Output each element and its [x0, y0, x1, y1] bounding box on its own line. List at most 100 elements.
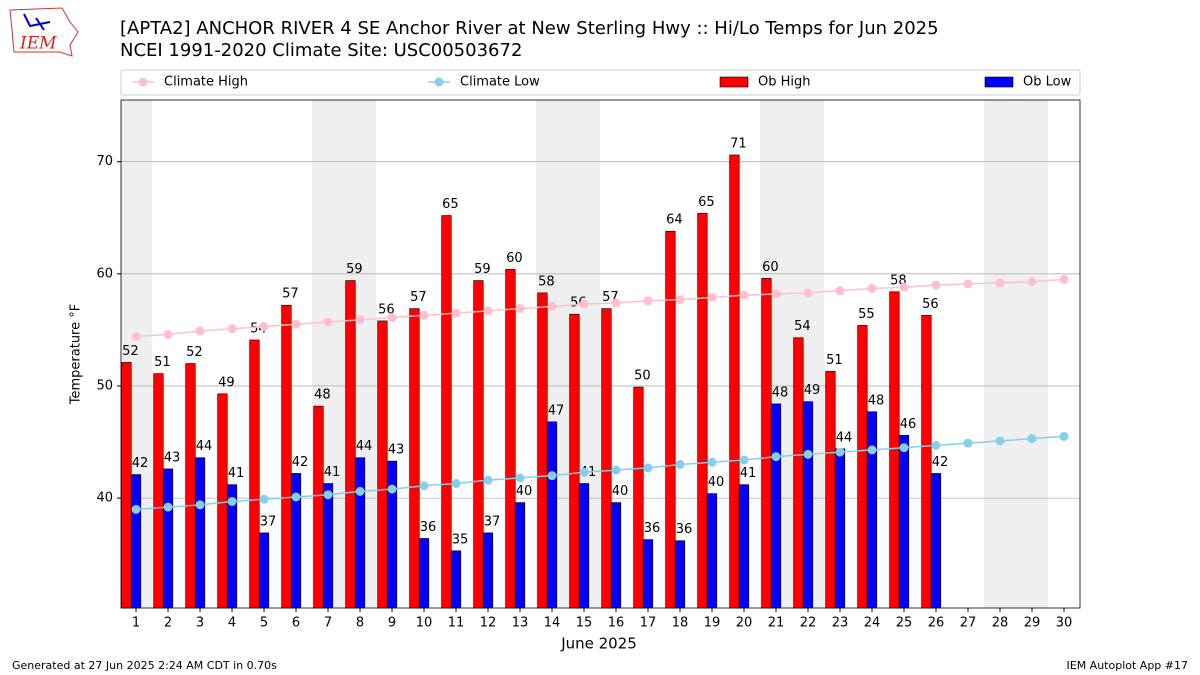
- bar: [281, 304, 292, 609]
- data-label: 51: [826, 353, 843, 368]
- data-label: 40: [516, 484, 533, 499]
- bar: [802, 401, 814, 609]
- data-label: 65: [442, 197, 459, 212]
- bar: [153, 373, 164, 609]
- marker: [291, 319, 301, 329]
- data-label: 52: [186, 345, 203, 360]
- logo: IEM: [9, 7, 79, 57]
- data-label: 64: [666, 213, 683, 228]
- marker: [323, 317, 333, 327]
- marker: [419, 481, 429, 491]
- x-tick-label: 3: [196, 616, 204, 631]
- bar: [761, 278, 772, 609]
- legend-swatch: [984, 76, 1014, 88]
- marker: [259, 494, 269, 504]
- marker: [515, 473, 525, 483]
- bar: [473, 280, 484, 609]
- bar: [825, 371, 836, 609]
- bar: [249, 339, 260, 609]
- bar: [313, 405, 324, 609]
- marker: [995, 436, 1005, 446]
- marker: [707, 292, 717, 302]
- x-tick-label: 28: [992, 616, 1009, 631]
- data-label: 43: [164, 450, 181, 465]
- bar: [354, 457, 366, 609]
- data-label: 41: [740, 466, 757, 481]
- line: [135, 435, 1065, 511]
- data-label: 48: [314, 388, 331, 403]
- x-tick-label: 24: [864, 616, 881, 631]
- data-label: 59: [474, 262, 491, 277]
- x-tick-label: 26: [928, 616, 945, 631]
- x-tick-label: 19: [704, 616, 721, 631]
- bar: [377, 320, 388, 609]
- data-label: 60: [506, 251, 523, 266]
- bar: [898, 435, 910, 609]
- data-label: 44: [356, 439, 373, 454]
- x-tick-label: 2: [164, 616, 172, 631]
- data-label: 57: [282, 287, 299, 302]
- weekend-shading: [121, 100, 1048, 608]
- marker: [803, 449, 813, 459]
- bar: [706, 493, 718, 609]
- data-label: 35: [452, 532, 469, 547]
- marker: [131, 504, 141, 514]
- bar: [610, 502, 622, 609]
- legend-label: Climate Low: [460, 75, 540, 90]
- bar: [322, 483, 334, 609]
- marker: [515, 304, 525, 314]
- legend-swatch: [434, 77, 444, 87]
- data-label: 41: [324, 465, 341, 480]
- data-label: 36: [676, 522, 693, 537]
- bar: [729, 154, 740, 609]
- logo-text: IEM: [19, 34, 57, 54]
- bar: [930, 473, 942, 609]
- marker: [387, 484, 397, 494]
- bar: [601, 308, 612, 609]
- marker: [675, 295, 685, 305]
- data-label: 65: [698, 195, 715, 210]
- legend-swatch: [138, 77, 148, 87]
- data-label: 52: [122, 344, 139, 359]
- marker: [643, 463, 653, 473]
- data-label: 59: [346, 262, 363, 277]
- marker: [931, 280, 941, 290]
- bar: [185, 363, 196, 609]
- marker: [803, 288, 813, 298]
- x-tick-label: 29: [1024, 616, 1041, 631]
- legend-label: Ob High: [758, 75, 811, 90]
- legend-label: Climate High: [164, 75, 248, 90]
- data-label: 49: [804, 383, 821, 398]
- marker: [867, 283, 877, 293]
- bar: [450, 550, 462, 609]
- bar: [738, 484, 750, 609]
- bar: [674, 540, 686, 609]
- bar: [121, 362, 132, 609]
- line: [135, 278, 1065, 338]
- bar: [386, 460, 398, 609]
- y-tick-label: 50: [96, 378, 113, 393]
- marker: [579, 467, 589, 477]
- marker: [579, 299, 589, 309]
- bar: [866, 411, 878, 609]
- marker: [835, 286, 845, 296]
- x-tick-label: 5: [260, 616, 268, 631]
- bar: [793, 337, 804, 609]
- data-label: 37: [484, 514, 501, 529]
- x-tick-label: 7: [324, 616, 332, 631]
- marker: [771, 289, 781, 299]
- x-tick-label: 18: [672, 616, 689, 631]
- marker: [995, 278, 1005, 288]
- bar: [578, 483, 590, 609]
- data-label: 37: [260, 514, 277, 529]
- bar: [569, 313, 580, 609]
- x-tick-label: 8: [356, 616, 364, 631]
- marker: [739, 455, 749, 465]
- data-label: 40: [612, 484, 629, 499]
- marker: [227, 496, 237, 506]
- marker: [131, 332, 141, 342]
- bar: [642, 539, 654, 609]
- marker: [323, 490, 333, 500]
- bar: [834, 448, 846, 609]
- x-tick-label: 22: [800, 616, 817, 631]
